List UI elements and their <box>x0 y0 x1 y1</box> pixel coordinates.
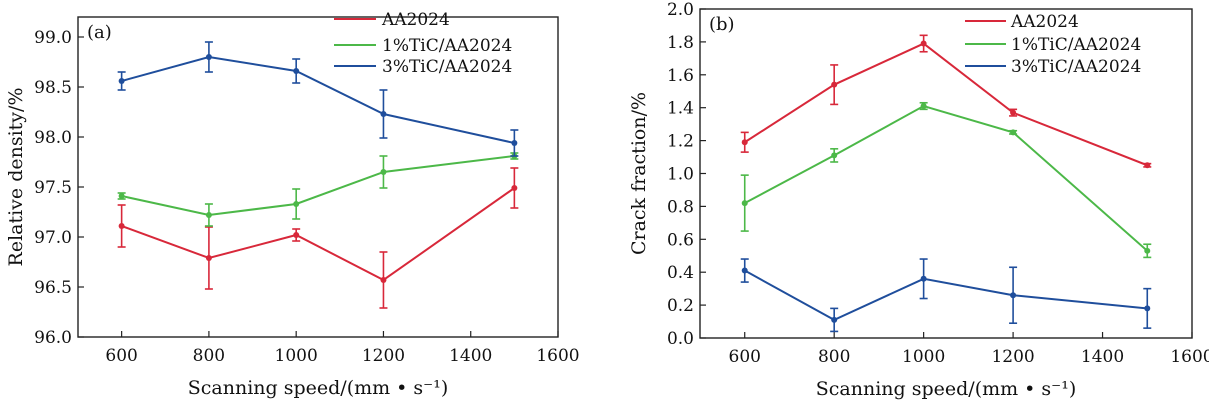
y-tick-label: 98.5 <box>34 78 72 98</box>
legend-label: 1%TiC/AA2024 <box>382 36 512 56</box>
panel-label: (b) <box>709 14 735 35</box>
data-point <box>831 81 838 88</box>
x-axis-label: Scanning speed/(mm • s⁻¹) <box>816 378 1076 400</box>
x-tick-label: 1600 <box>536 346 579 366</box>
y-tick-label: 0.6 <box>667 230 694 250</box>
series-0 <box>117 167 519 309</box>
x-tick-label: 600 <box>729 347 761 367</box>
x-tick-label: 1400 <box>449 346 492 366</box>
legend-label: 3%TiC/AA2024 <box>1011 57 1141 77</box>
y-tick-label: 98.0 <box>34 128 72 148</box>
data-point <box>205 54 212 60</box>
legend-label: 1%TiC/AA2024 <box>1011 35 1141 55</box>
y-tick-label: 97.5 <box>34 178 72 198</box>
data-point <box>831 152 838 159</box>
y-tick-label: 2.0 <box>667 0 694 20</box>
x-axis-label: Scanning speed/(mm • s⁻¹) <box>188 377 448 399</box>
y-tick-label: 1.4 <box>667 99 694 119</box>
x-tick-label: 800 <box>818 347 850 367</box>
x-tick-label: 1600 <box>1170 347 1209 367</box>
x-tick-label: 600 <box>105 346 137 366</box>
chart-panel-a: 96.0 96.5 97.0 97.5 98.0 98.5 99.0 600 800 1000 12… <box>5 10 580 399</box>
series-2 <box>117 41 519 157</box>
x-tick-label: 1200 <box>362 346 405 366</box>
y-tick-label: 97.0 <box>34 228 72 248</box>
y-tick-label: 1.0 <box>667 165 694 185</box>
data-point <box>831 316 838 323</box>
data-point <box>380 277 387 283</box>
legend-label: AA2024 <box>1010 12 1079 32</box>
plot-frame <box>77 16 559 338</box>
series-line <box>744 269 1148 322</box>
y-tick-label: 1.8 <box>667 33 694 53</box>
panel-label: (a) <box>87 22 112 43</box>
x-tick-label: 1200 <box>991 347 1034 367</box>
data-point <box>1010 109 1017 116</box>
data-point <box>1144 162 1151 169</box>
data-point <box>741 267 748 274</box>
series-1 <box>117 152 519 227</box>
y-axis-label: Relative density/% <box>5 88 27 267</box>
data-point <box>293 232 300 238</box>
legend-label: 3%TiC/AA2024 <box>382 57 512 77</box>
series-line <box>744 104 1148 252</box>
data-point <box>741 139 748 146</box>
y-tick-label: 0.2 <box>667 296 694 316</box>
y-tick-label: 96.0 <box>34 328 72 348</box>
data-point <box>741 200 748 207</box>
y-axis-label: Crack fraction/% <box>628 92 650 255</box>
x-tick-label: 1000 <box>902 347 945 367</box>
chart-panel-b: 0.0 0.2 0.4 0.6 0.8 1.0 1.2 1.4 1.6 1.8 2.0 600 800 1… <box>628 0 1209 400</box>
data-point <box>205 255 212 261</box>
x-tick-label: 1400 <box>1081 347 1124 367</box>
y-tick-label: 0.0 <box>667 329 694 349</box>
data-point <box>380 111 387 117</box>
x-tick-label: 800 <box>193 346 225 366</box>
data-point <box>1144 305 1151 312</box>
series-line <box>121 155 515 217</box>
data-point <box>205 212 212 218</box>
data-point <box>380 169 387 175</box>
data-point <box>293 68 300 74</box>
data-point <box>1010 129 1017 136</box>
series-1 <box>740 101 1152 259</box>
y-tick-label: 0.4 <box>667 263 694 283</box>
y-tick-label: 1.2 <box>667 132 694 152</box>
data-point <box>118 193 125 199</box>
data-point <box>118 223 125 229</box>
data-point <box>920 275 927 282</box>
data-point <box>293 201 300 207</box>
series-line <box>121 187 515 282</box>
data-point <box>920 103 927 110</box>
legend-label: AA2024 <box>381 10 450 30</box>
data-point <box>920 40 927 47</box>
data-point <box>511 140 518 146</box>
y-tick-label: 1.6 <box>667 66 694 86</box>
series-0 <box>740 34 1152 169</box>
data-point <box>1010 292 1017 299</box>
y-tick-label: 0.8 <box>667 197 694 217</box>
y-tick-label: 96.5 <box>34 278 72 298</box>
data-point <box>1144 247 1151 254</box>
data-point <box>511 185 518 191</box>
x-tick-label: 1000 <box>275 346 318 366</box>
series-2 <box>740 258 1152 333</box>
data-point <box>118 78 125 84</box>
y-tick-label: 99.0 <box>34 28 72 48</box>
